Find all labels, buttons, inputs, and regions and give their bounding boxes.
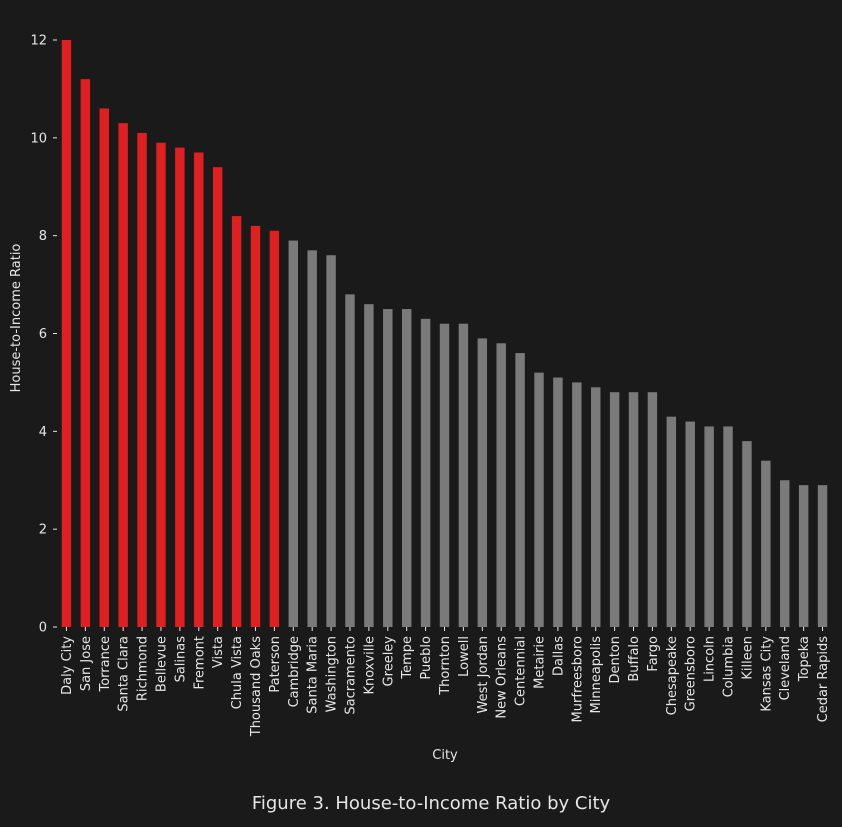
- x-tick-label: Dallas: [551, 636, 566, 676]
- bar: [515, 353, 525, 627]
- bar: [572, 382, 582, 627]
- bar: [553, 377, 563, 627]
- y-tick-label: 6: [39, 327, 47, 342]
- bar: [704, 426, 714, 627]
- x-tick-label: Cambridge: [287, 636, 302, 707]
- x-tick-label: Tempe: [400, 636, 415, 680]
- x-tick-label: Greeley: [381, 636, 396, 687]
- x-tick-label: Kansas City: [759, 636, 774, 712]
- bar: [590, 387, 601, 627]
- bar: [212, 167, 223, 627]
- x-tick-label: Greensboro: [684, 636, 699, 711]
- bar: [99, 108, 109, 627]
- x-tick-label: Paterson: [268, 636, 283, 693]
- bar: [118, 123, 128, 628]
- bar: [685, 421, 695, 627]
- y-tick-label: 10: [30, 131, 47, 146]
- bar: [269, 230, 280, 627]
- x-tick-label: Chesapeake: [665, 636, 680, 715]
- figure-caption: Figure 3. House-to-Income Ratio by City: [252, 793, 611, 814]
- x-tick-label: Torrance: [98, 636, 113, 693]
- x-tick-label: Columbia: [722, 636, 737, 697]
- bar: [780, 480, 790, 627]
- x-tick-label: Santa Maria: [306, 636, 321, 714]
- x-tick-label: Cedar Rapids: [816, 636, 831, 723]
- bar: [401, 309, 412, 627]
- x-tick-label: Vista: [211, 636, 226, 668]
- x-tick-label: Denton: [608, 636, 623, 684]
- bar: [439, 323, 450, 627]
- x-tick-label: Buffalo: [627, 636, 642, 682]
- x-axis: Daly City San Jose Torrance Santa Clara Rich…: [60, 627, 831, 737]
- x-tick-label: Lincoln: [703, 636, 718, 682]
- x-tick-label: Bellevue: [154, 636, 169, 692]
- bar: [817, 485, 828, 627]
- bar: [345, 294, 355, 627]
- x-tick-label: Fargo: [646, 636, 661, 672]
- y-tick-label: 12: [30, 34, 47, 49]
- x-tick-label: West Jordan: [476, 636, 491, 713]
- bar: [723, 426, 733, 627]
- y-axis: 0 2 4 6 8 10 12: [30, 34, 57, 636]
- bar: [628, 392, 639, 627]
- x-axis-title: City: [432, 748, 458, 763]
- bars: [61, 40, 828, 628]
- bar: [194, 152, 204, 627]
- bar: [420, 318, 431, 627]
- x-tick-label: Fremont: [192, 636, 207, 690]
- y-tick-label: 2: [39, 523, 47, 538]
- bar: [383, 309, 393, 627]
- bar: [798, 485, 809, 627]
- bar: [647, 392, 658, 627]
- x-tick-label: Metairie: [533, 636, 548, 689]
- x-tick-label: Daly City: [60, 636, 75, 695]
- bar: [137, 132, 147, 628]
- x-tick-label: Sacramento: [343, 636, 358, 715]
- bar: [288, 240, 299, 627]
- y-axis-title: House-to-Income Ratio: [9, 244, 24, 393]
- bar: [326, 255, 336, 627]
- bar: [666, 416, 677, 627]
- x-tick-label: Thousand Oaks: [249, 636, 264, 737]
- x-tick-label: Chula Vista: [230, 636, 245, 709]
- bar: [477, 338, 488, 627]
- bar: [742, 441, 752, 627]
- x-tick-label: New Orleans: [495, 636, 510, 719]
- y-tick-label: 8: [39, 229, 47, 244]
- x-tick-label: Knoxville: [362, 636, 377, 695]
- x-tick-label: Minneapolis: [589, 636, 604, 714]
- x-tick-label: Santa Clara: [117, 636, 132, 712]
- x-tick-label: Salinas: [173, 636, 188, 683]
- x-tick-label: Washington: [325, 636, 340, 712]
- bar: [609, 392, 620, 627]
- x-tick-label: San Jose: [79, 636, 94, 691]
- bar: [80, 79, 91, 628]
- y-tick-label: 4: [39, 425, 47, 440]
- x-tick-label: Killeen: [740, 636, 755, 680]
- bar: [250, 225, 261, 627]
- x-tick-label: Thornton: [438, 636, 453, 696]
- bar: [61, 40, 72, 627]
- y-tick-label: 0: [39, 621, 47, 636]
- x-tick-label: Cleveland: [778, 636, 793, 700]
- bar: [231, 216, 242, 627]
- bar: [761, 460, 771, 627]
- bar: [364, 304, 374, 627]
- bar: [534, 372, 544, 627]
- bar: [175, 147, 185, 627]
- bar: [307, 250, 317, 627]
- x-tick-label: Topeka: [797, 636, 812, 682]
- x-tick-label: Richmond: [136, 636, 151, 701]
- x-tick-label: Murfreesboro: [570, 636, 585, 722]
- x-tick-label: Centennial: [514, 636, 529, 706]
- x-tick-label: Pueblo: [419, 636, 434, 680]
- bar: [496, 343, 506, 627]
- bar: [156, 142, 166, 627]
- bar: [458, 323, 469, 627]
- x-tick-label: Lowell: [457, 636, 472, 677]
